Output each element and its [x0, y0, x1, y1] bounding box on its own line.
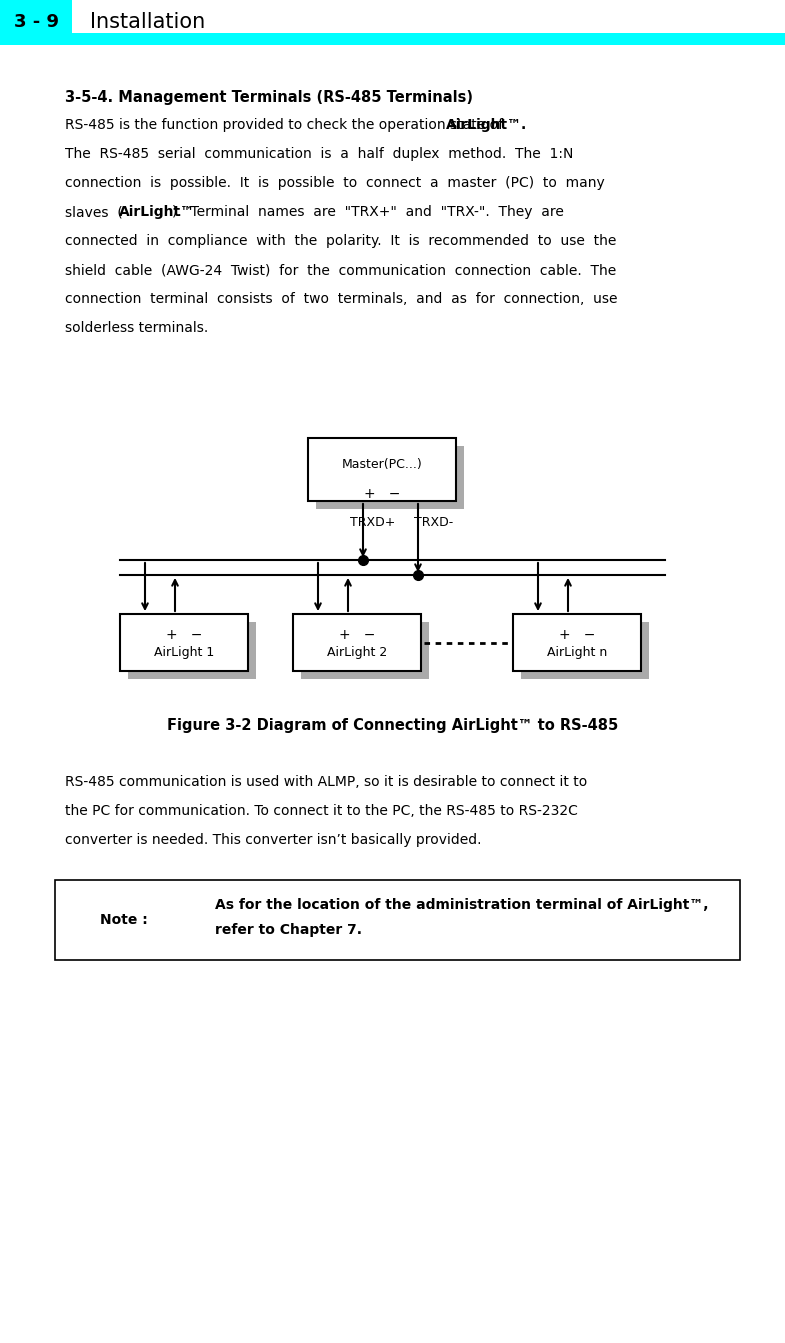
Text: As for the location of the administration terminal of AirLight™,: As for the location of the administratio…: [215, 898, 709, 912]
Text: connection  terminal  consists  of  two  terminals,  and  as  for  connection,  : connection terminal consists of two term…: [65, 291, 618, 306]
Text: AirLight™.: AirLight™.: [446, 118, 527, 132]
Text: TRXD-: TRXD-: [414, 516, 453, 529]
Bar: [293, 614, 421, 672]
Text: the PC for communication. To connect it to the PC, the RS-485 to RS-232C: the PC for communication. To connect it …: [65, 804, 578, 818]
Text: AirLight 1: AirLight 1: [154, 646, 214, 659]
Text: TRXD+: TRXD+: [350, 516, 396, 529]
Text: converter is needed. This converter isn’t basically provided.: converter is needed. This converter isn’…: [65, 833, 481, 847]
Bar: [120, 614, 248, 672]
Text: +   −: + −: [166, 629, 203, 642]
Text: AirLight™: AirLight™: [119, 205, 195, 219]
Text: AirLight 2: AirLight 2: [327, 646, 387, 659]
Text: 3-5-4. Management Terminals (RS-485 Terminals): 3-5-4. Management Terminals (RS-485 Term…: [65, 90, 473, 105]
Bar: [301, 622, 429, 680]
Text: ).  Terminal  names  are  "TRX+"  and  "TRX-".  They  are: ). Terminal names are "TRX+" and "TRX-".…: [172, 205, 564, 219]
Text: Master(PC...): Master(PC...): [341, 458, 422, 471]
Text: connected  in  compliance  with  the  polarity.  It  is  recommended  to  use  t: connected in compliance with the polarit…: [65, 234, 616, 248]
Text: +   −: + −: [363, 488, 400, 501]
Text: Figure 3-2 Diagram of Connecting AirLight™ to RS-485: Figure 3-2 Diagram of Connecting AirLigh…: [167, 719, 618, 733]
Text: slaves  (: slaves (: [65, 205, 122, 219]
Bar: [316, 446, 464, 509]
Text: RS-485 communication is used with ALMP, so it is desirable to connect it to: RS-485 communication is used with ALMP, …: [65, 775, 587, 788]
Bar: [521, 622, 649, 680]
Bar: [72, 34, 785, 46]
Text: 3 - 9: 3 - 9: [13, 13, 59, 31]
Text: +   −: + −: [559, 629, 595, 642]
Bar: [128, 622, 256, 680]
Text: +   −: + −: [339, 629, 375, 642]
Text: RS-485 is the function provided to check the operation state of: RS-485 is the function provided to check…: [65, 118, 507, 132]
Bar: [308, 438, 456, 501]
Text: AirLight n: AirLight n: [547, 646, 607, 659]
Text: solderless terminals.: solderless terminals.: [65, 321, 208, 334]
Text: Installation: Installation: [90, 12, 205, 32]
Text: Note :: Note :: [100, 913, 148, 927]
Bar: [0, 0, 72, 46]
Bar: [513, 614, 641, 672]
Text: shield  cable  (AWG-24  Twist)  for  the  communication  connection  cable.  The: shield cable (AWG-24 Twist) for the comm…: [65, 263, 616, 277]
Text: connection  is  possible.  It  is  possible  to  connect  a  master  (PC)  to  m: connection is possible. It is possible t…: [65, 176, 604, 189]
Text: The  RS-485  serial  communication  is  a  half  duplex  method.  The  1:N: The RS-485 serial communication is a hal…: [65, 146, 573, 161]
Bar: [55, 880, 740, 960]
Text: refer to Chapter 7.: refer to Chapter 7.: [215, 923, 362, 937]
